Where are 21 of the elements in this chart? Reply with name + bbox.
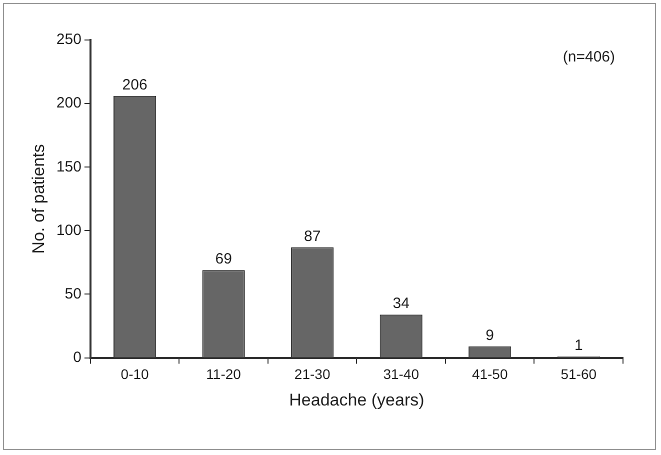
y-tick-label: 50 [64, 285, 82, 302]
y-tick-label: 250 [56, 31, 82, 48]
x-tick-label: 41-50 [472, 366, 508, 382]
x-axis-title: Headache (years) [289, 390, 424, 410]
y-axis-title: No. of patients [28, 144, 48, 254]
data-label: 87 [304, 228, 321, 245]
data-label: 9 [486, 327, 494, 344]
data-label: 34 [392, 295, 410, 312]
x-tick-label: 31-40 [383, 366, 420, 382]
x-tick-label: 21-30 [294, 366, 330, 382]
x-tick-label: 11-20 [206, 366, 242, 382]
data-label: 1 [574, 337, 583, 354]
y-tick-label: 100 [56, 222, 82, 239]
x-tick-label: 0-10 [120, 366, 150, 382]
data-label: 69 [215, 250, 232, 268]
annotation: (n=406) [562, 48, 615, 66]
data-label: 206 [122, 76, 148, 94]
y-tick-label: 150 [56, 158, 82, 176]
y-tick-label: 0 [73, 348, 82, 366]
y-tick-label: 200 [56, 94, 82, 112]
x-tick-label: 51-60 [560, 366, 597, 382]
